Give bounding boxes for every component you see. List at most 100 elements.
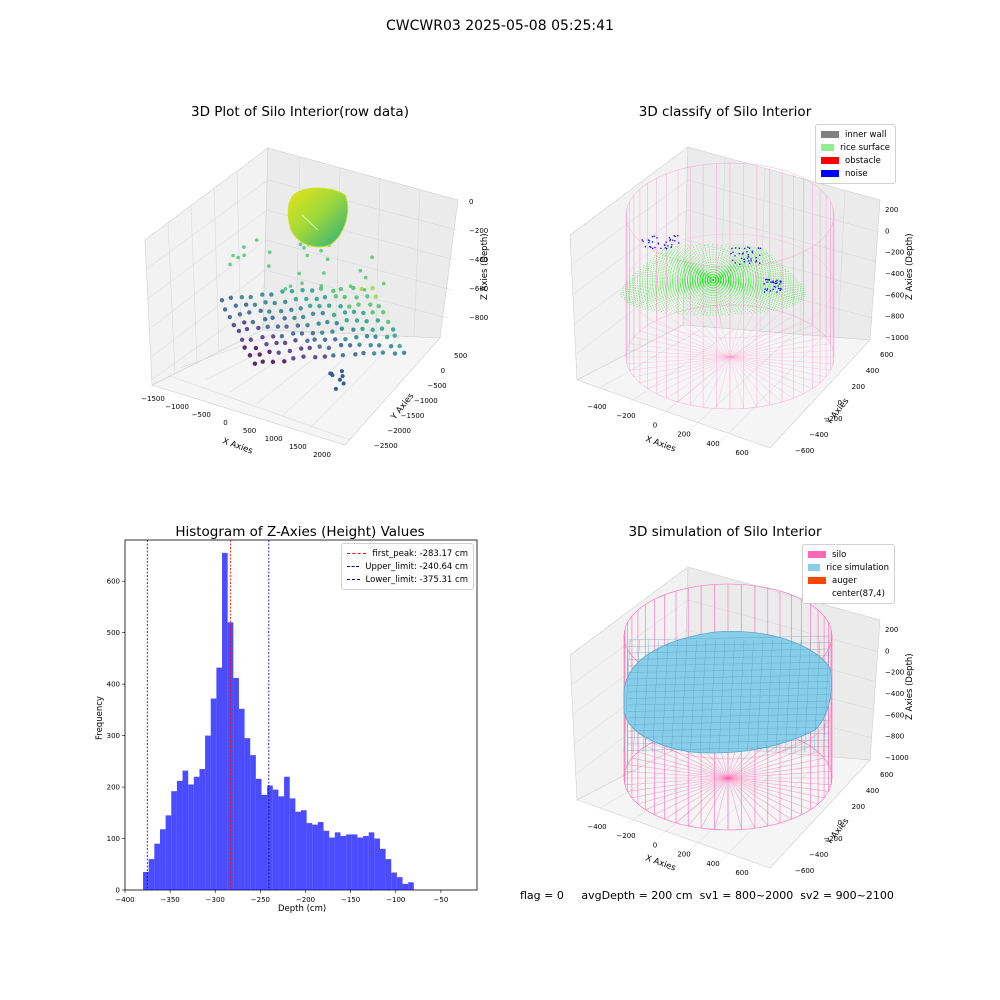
scatter-point <box>312 337 317 342</box>
scatter-point <box>297 271 301 276</box>
z-tick-label: −400 <box>885 690 904 698</box>
scatter-point <box>301 354 306 359</box>
noise-point <box>741 257 743 260</box>
scatter-point <box>341 381 346 386</box>
z-tick-label: 0 <box>885 227 889 235</box>
rice-surface-ray <box>712 279 730 316</box>
x-tick-label: 400 <box>706 860 719 868</box>
scatter-point <box>319 330 325 335</box>
scatter-point <box>242 253 246 258</box>
z-tick-label: −800 <box>885 733 904 741</box>
scatter-point <box>370 310 375 315</box>
noise-point <box>759 262 761 264</box>
rice-surface-ray <box>683 244 714 281</box>
rice-surface-ray <box>635 279 714 308</box>
silo-floor-line <box>645 777 729 810</box>
scatter-point <box>370 285 375 291</box>
noise-point <box>755 261 757 263</box>
silo-floor-line <box>677 356 731 403</box>
sv2-text: sv2 = 900~2100 <box>800 889 894 902</box>
silo-floor-line <box>627 777 729 792</box>
rice-surface-ray <box>712 279 806 295</box>
noise-point <box>770 281 772 283</box>
scatter-point <box>337 377 342 382</box>
x-tick-label: −400 <box>587 823 606 831</box>
rice-surface-ray <box>712 279 779 311</box>
x-tick-label: 1500 <box>289 443 307 451</box>
scatter-point <box>267 264 271 268</box>
rice-surface-ray <box>695 244 714 281</box>
histogram-bar <box>159 829 166 890</box>
scatter-point <box>257 352 262 357</box>
surface-mesh-line <box>661 639 669 753</box>
simulation-plot-title: 3D simulation of Silo Interior <box>628 524 822 540</box>
noise-point <box>771 281 774 283</box>
x-tick-label: −400 <box>115 896 134 904</box>
legend-item-noise: noise <box>821 167 890 180</box>
scatter-point <box>332 337 338 342</box>
scatter-point <box>370 255 374 260</box>
histogram-bar <box>272 789 279 890</box>
legend-swatch <box>821 131 839 138</box>
scatter-point <box>347 343 353 348</box>
silo-floor-line <box>639 356 731 384</box>
histogram-bar <box>210 698 217 890</box>
status-footer: flag = 0 avgDepth = 200 cm sv1 = 800~200… <box>520 889 894 902</box>
silo-floor-line <box>727 777 742 830</box>
surface-mesh-line <box>627 733 831 738</box>
rice-surface-ray <box>632 275 714 281</box>
rice-surface-ray <box>652 256 714 281</box>
x-tick-label: −300 <box>206 896 225 904</box>
surface-mesh-line <box>627 635 831 641</box>
noise-point <box>734 247 737 249</box>
classify-plot-title: 3D classify of Silo Interior <box>638 104 812 120</box>
noise-point <box>766 288 769 290</box>
scatter-point <box>322 354 328 359</box>
surface-mesh-line <box>627 713 831 719</box>
histogram-bar <box>363 835 369 890</box>
legend-item-auger: auger <box>808 574 889 587</box>
classify-3d-plot <box>569 146 881 449</box>
silo-floor-line <box>729 356 783 403</box>
histogram-bar <box>176 780 183 890</box>
scatter-point <box>236 255 240 260</box>
rice-surface-ray <box>712 279 797 305</box>
noise-point <box>747 254 749 256</box>
noise-point <box>751 252 754 254</box>
noise-point <box>644 246 647 248</box>
silo-floor-line <box>727 751 819 779</box>
rice-surface-ray <box>620 279 714 293</box>
scatter-point <box>258 308 263 314</box>
scatter-point <box>264 341 269 347</box>
scatter-point <box>331 288 336 294</box>
silo-floor-line <box>729 336 827 358</box>
silo-floor-line <box>626 356 731 364</box>
noise-point <box>765 279 767 281</box>
scatter-point <box>300 281 304 285</box>
noise-point <box>669 238 672 240</box>
rice-surface-ray <box>680 244 714 281</box>
scatter-point <box>228 295 234 300</box>
scatter-point <box>362 287 367 292</box>
scatter-point <box>270 315 275 320</box>
histogram-reference-lines <box>146 540 270 890</box>
surface-mesh-line <box>627 687 831 693</box>
scatter-point <box>298 306 303 311</box>
y-tick-label: −600 <box>795 447 814 455</box>
noise-point <box>746 251 748 253</box>
histogram-bar <box>188 784 194 890</box>
silo-floor-line <box>729 325 813 358</box>
rice-surface-ray <box>712 252 769 281</box>
noise-point <box>748 247 751 249</box>
y-tick-label: 0 <box>441 367 445 375</box>
x-tick-label: −150 <box>341 896 360 904</box>
noise-point <box>738 253 740 255</box>
silo-floor-line <box>631 757 729 779</box>
scatter-point <box>384 334 390 340</box>
rice-surface-ray <box>708 243 714 281</box>
scatter-point <box>370 327 375 332</box>
scatter-point <box>334 320 339 326</box>
rice-surface-ray <box>643 279 714 310</box>
y-tick-label: 600 <box>880 771 893 779</box>
rice-surface-ray <box>712 253 771 281</box>
